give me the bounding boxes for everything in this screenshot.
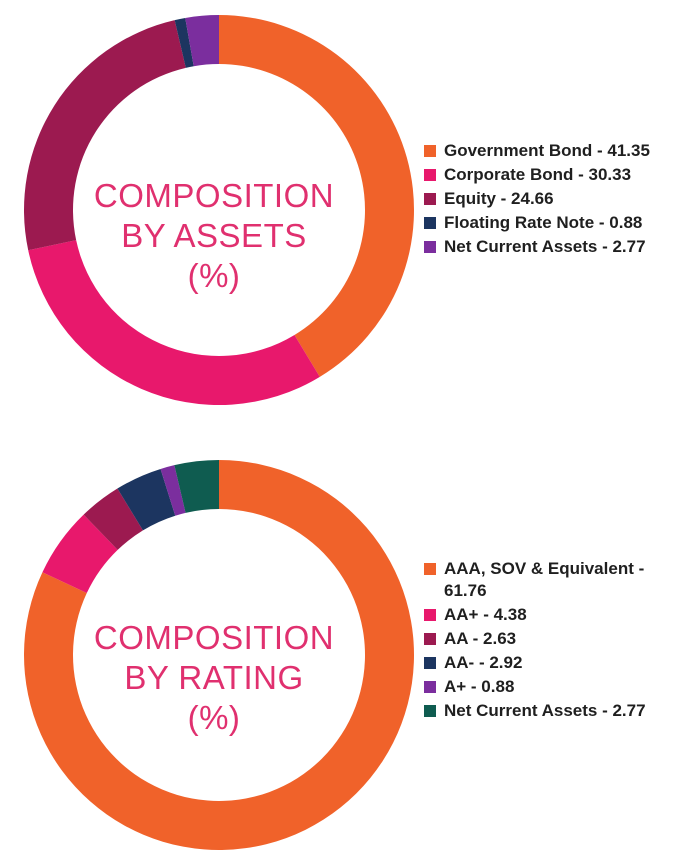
rating-donut-chart: COMPOSITION BY RATING (%) AAA, SOV & Equ…: [0, 428, 690, 856]
legend-swatch: [424, 193, 436, 205]
assets-legend-item: Government Bond - 41.35: [424, 140, 684, 162]
assets-legend-item: Equity - 24.66: [424, 188, 684, 210]
legend-label: Floating Rate Note - 0.88: [444, 213, 643, 232]
legend-label: AA- - 2.92: [444, 653, 523, 672]
legend-label: AAA, SOV & Equivalent - 61.76: [444, 559, 645, 600]
legend-swatch: [424, 145, 436, 157]
rating-donut-svg: [24, 460, 414, 850]
legend-swatch: [424, 609, 436, 621]
assets-title-line-1: COMPOSITION: [93, 177, 335, 214]
legend-swatch: [424, 633, 436, 645]
legend-swatch: [424, 705, 436, 717]
legend-swatch: [424, 563, 436, 575]
assets-legend-item: Net Current Assets - 2.77: [424, 236, 684, 258]
legend-label: A+ - 0.88: [444, 677, 515, 696]
rating-legend-item: AA+ - 4.38: [424, 604, 684, 626]
assets-title-line-3: (%): [187, 257, 241, 294]
donut-slice-floating-rate-note: [174, 17, 194, 68]
assets-legend-item: Floating Rate Note - 0.88: [424, 212, 684, 234]
legend-swatch: [424, 657, 436, 669]
legend-label: Corporate Bond - 30.33: [444, 165, 632, 184]
rating-legend-item: AAA, SOV & Equivalent - 61.76: [424, 558, 684, 602]
donut-slice-a+: [160, 465, 186, 516]
legend-swatch: [424, 681, 436, 693]
rating-legend-item: A+ - 0.88: [424, 676, 684, 698]
legend-label: AA - 2.63: [444, 629, 517, 648]
legend-swatch: [424, 217, 436, 229]
rating-legend: AAA, SOV & Equivalent - 61.76 AA+ - 4.38…: [424, 558, 684, 724]
assets-donut-chart: COMPOSITION BY ASSETS (%) Government Bon…: [24, 15, 684, 405]
legend-label: Government Bond - 41.35: [444, 141, 650, 160]
rating-chart-title: COMPOSITION BY RATING (%): [64, 618, 364, 738]
rating-title-line-3: (%): [187, 699, 241, 736]
donut-slice-net-current-assets: [174, 460, 219, 513]
donut-slice-government-bond: [219, 15, 414, 377]
assets-donut-svg: [24, 15, 414, 405]
donut-slice-aa-: [117, 468, 176, 531]
assets-legend-item: Corporate Bond - 30.33: [424, 164, 684, 186]
donut-slice-aa+: [42, 514, 118, 594]
rating-title-line-1: COMPOSITION: [93, 619, 335, 656]
legend-label: Net Current Assets - 2.77: [444, 701, 646, 720]
legend-label: Equity - 24.66: [444, 189, 554, 208]
assets-title-line-2: BY ASSETS: [121, 217, 307, 254]
rating-legend-item: Net Current Assets - 2.77: [424, 700, 684, 722]
legend-label: AA+ - 4.38: [444, 605, 527, 624]
assets-legend: Government Bond - 41.35 Corporate Bond -…: [424, 140, 684, 260]
rating-legend-item: AA - 2.63: [424, 628, 684, 650]
rating-title-line-2: BY RATING: [124, 659, 304, 696]
legend-swatch: [424, 169, 436, 181]
assets-chart-title: COMPOSITION BY ASSETS (%): [64, 176, 364, 296]
donut-slice-equity: [24, 20, 186, 251]
donut-slice-net-current-assets: [185, 15, 219, 67]
legend-swatch: [424, 241, 436, 253]
legend-label: Net Current Assets - 2.77: [444, 237, 646, 256]
rating-legend-item: AA- - 2.92: [424, 652, 684, 674]
donut-slice-aa: [83, 488, 143, 550]
donut-slice-corporate-bond: [28, 240, 320, 405]
